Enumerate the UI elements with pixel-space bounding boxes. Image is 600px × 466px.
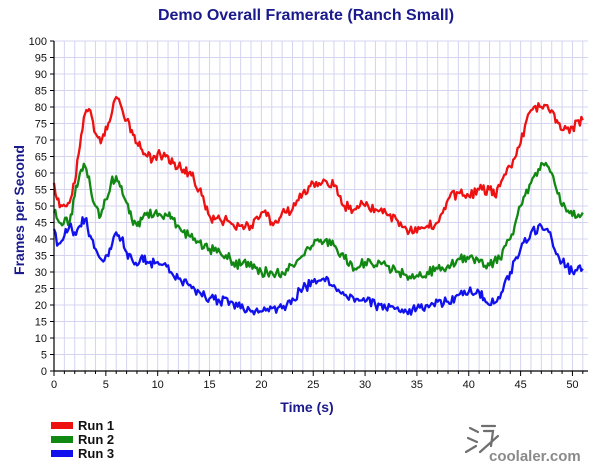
x-tick-labels: 0 5 10 15 20 25 30 35 40 45 50: [51, 379, 579, 391]
x-tick-label: 40: [463, 379, 475, 391]
y-tick-label: 65: [35, 152, 47, 164]
y-tick-label: 95: [35, 53, 47, 65]
x-tick-label: 0: [51, 379, 57, 391]
y-tick-label: 75: [35, 119, 47, 131]
x-tick-label: 20: [255, 379, 267, 391]
watermark-logo-icon: [464, 424, 500, 454]
y-tick-label: 35: [35, 251, 47, 263]
x-tick-label: 45: [514, 379, 526, 391]
y-tick-label: 45: [35, 218, 47, 230]
grid: [53, 40, 588, 372]
y-tick-label: 5: [41, 350, 47, 362]
y-tick-label: 20: [35, 300, 47, 312]
y-tick-label: 30: [35, 267, 47, 279]
series-lines: [52, 95, 584, 316]
legend-label-1: Run 1: [78, 418, 114, 433]
y-axis-label: Frames per Second: [11, 145, 27, 275]
x-tick-label: 15: [203, 379, 215, 391]
y-tick-label: 25: [35, 284, 47, 296]
x-axis-label: Time (s): [280, 399, 333, 415]
x-tick-label: 50: [566, 379, 578, 391]
y-tick-label: 40: [35, 234, 47, 246]
x-tick-label: 25: [307, 379, 319, 391]
x-tick-label: 10: [152, 379, 164, 391]
y-tick-labels: 0 5 10 15 20 25 30 35 40 45 50 55 60 65 70 75 80 85 90 95 10…: [29, 36, 47, 378]
x-tick-label: 35: [411, 379, 423, 391]
legend-label-3: Run 3: [78, 446, 114, 461]
y-tick-label: 15: [35, 317, 47, 329]
y-tick-label: 50: [35, 201, 47, 213]
y-tick-label: 60: [35, 168, 47, 180]
legend-swatch-2: [51, 436, 73, 443]
series-line-1: [52, 95, 584, 236]
y-tick-label: 80: [35, 102, 47, 114]
y-tick-label: 100: [29, 36, 47, 48]
y-tick-label: 85: [35, 86, 47, 98]
watermark: coolaler.com: [464, 424, 581, 465]
legend-swatch-3: [51, 450, 73, 457]
series-line-2: [52, 161, 584, 281]
x-tick-label: 30: [359, 379, 371, 391]
legend-swatch-1: [51, 422, 73, 429]
y-tick-label: 0: [41, 366, 47, 378]
y-tick-label: 70: [35, 135, 47, 147]
y-tick-label: 10: [35, 333, 47, 345]
series-line-3: [52, 216, 584, 316]
x-tick-label: 5: [103, 379, 109, 391]
chart-title: Demo Overall Framerate (Ranch Small): [158, 7, 454, 24]
watermark-text: coolaler.com: [489, 448, 581, 465]
axes: [50, 40, 588, 376]
y-tick-label: 90: [35, 69, 47, 81]
y-tick-label: 55: [35, 185, 47, 197]
legend-label-2: Run 2: [78, 432, 114, 447]
